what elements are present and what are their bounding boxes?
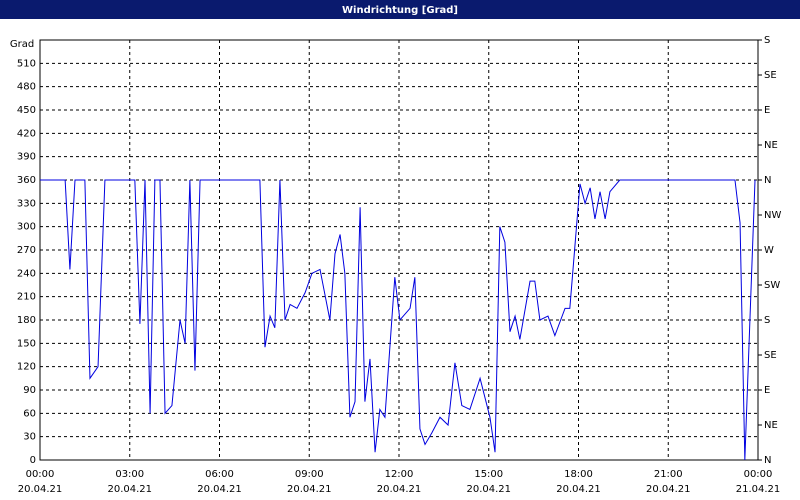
y2-tick-label: S: [764, 315, 770, 326]
x-tick-label: 03:00: [115, 469, 144, 480]
y-tick-label: 150: [17, 338, 36, 349]
x-tick-label: 09:00: [295, 469, 324, 480]
x-tick-label: 00:00: [26, 469, 55, 480]
y-tick-label: 360: [17, 175, 36, 186]
x-tick-date: 21.04.21: [736, 484, 781, 495]
y-tick-label: 480: [17, 82, 36, 93]
y2-tick-label: SW: [764, 280, 780, 291]
x-tick-label: 06:00: [205, 469, 234, 480]
y2-tick-label: N: [764, 175, 771, 186]
y-tick-label: 300: [17, 222, 36, 233]
y-tick-label: 450: [17, 105, 36, 116]
y-tick-label: 0: [30, 455, 36, 466]
y-tick-label: 390: [17, 152, 36, 163]
x-tick-date: 20.04.21: [377, 484, 422, 495]
y-tick-label: 180: [17, 315, 36, 326]
y-tick-label: 210: [17, 292, 36, 303]
y-axis-label: Grad: [10, 39, 34, 50]
x-tick-date: 20.04.21: [466, 484, 511, 495]
data-line: [40, 179, 756, 461]
y2-tick-label: N: [764, 455, 771, 466]
x-tick-date: 20.04.21: [197, 484, 242, 495]
x-tick-date: 20.04.21: [18, 484, 63, 495]
chart-title: Windrichtung [Grad]: [342, 5, 458, 16]
y-tick-label: 420: [17, 128, 36, 139]
x-tick-date: 20.04.21: [646, 484, 691, 495]
y2-tick-label: SE: [764, 70, 777, 81]
x-tick-label: 21:00: [654, 469, 683, 480]
x-tick-label: 12:00: [385, 469, 414, 480]
y-tick-label: 510: [17, 58, 36, 69]
y-tick-label: 120: [17, 362, 36, 373]
title-bar: [0, 0, 800, 19]
y-tick-label: 90: [23, 385, 36, 396]
y2-tick-label: E: [764, 385, 770, 396]
x-tick-label: 15:00: [474, 469, 503, 480]
y2-tick-label: SE: [764, 350, 777, 361]
y-tick-label: 60: [23, 408, 36, 419]
y2-tick-label: NE: [764, 420, 778, 431]
y-tick-label: 30: [23, 432, 36, 443]
y2-tick-label: NE: [764, 140, 778, 151]
x-tick-date: 20.04.21: [287, 484, 332, 495]
y-tick-label: 270: [17, 245, 36, 256]
y-tick-label: 330: [17, 198, 36, 209]
y-tick-label: 240: [17, 268, 36, 279]
x-tick-label: 00:00: [744, 469, 773, 480]
x-tick-date: 20.04.21: [556, 484, 601, 495]
x-tick-date: 20.04.21: [107, 484, 152, 495]
y2-tick-label: NW: [764, 210, 781, 221]
y2-tick-label: E: [764, 105, 770, 116]
y2-tick-label: S: [764, 35, 770, 46]
x-tick-label: 18:00: [564, 469, 593, 480]
y2-tick-label: W: [764, 245, 774, 256]
